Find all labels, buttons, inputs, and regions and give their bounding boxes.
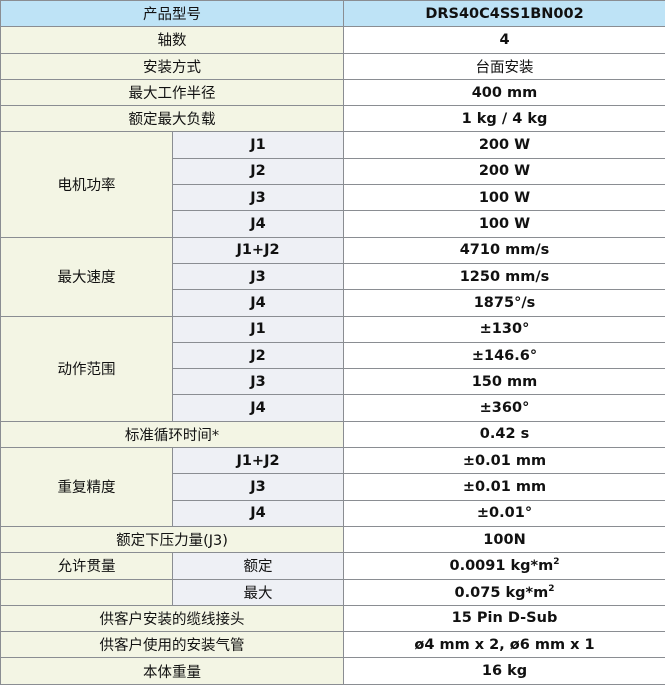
row-value: 1 kg / 4 kg bbox=[344, 106, 665, 132]
header-label: 产品型号 bbox=[1, 1, 344, 27]
row-value: 1875°/s bbox=[344, 290, 665, 316]
row-value: 16 kg bbox=[344, 658, 665, 684]
row-value: ±0.01° bbox=[344, 500, 665, 526]
row-label: 供客户安装的缆线接头 bbox=[1, 605, 344, 631]
row-value: 0.42 s bbox=[344, 421, 665, 447]
group-label: 重复精度 bbox=[1, 448, 173, 527]
axis-label: J3 bbox=[173, 185, 344, 211]
row-value: 台面安装 bbox=[344, 53, 665, 79]
row-value: 1250 mm/s bbox=[344, 263, 665, 289]
row-value: 100N bbox=[344, 526, 665, 552]
axis-label: J4 bbox=[173, 500, 344, 526]
row-value: 400 mm bbox=[344, 79, 665, 105]
axis-label: J4 bbox=[173, 395, 344, 421]
table-row: 标准循环时间*0.42 s bbox=[1, 421, 665, 447]
inertia-type-label: 最大 bbox=[173, 579, 344, 605]
axis-label: J3 bbox=[173, 263, 344, 289]
axis-label: J3 bbox=[173, 369, 344, 395]
value-text: 0.075 kg*m bbox=[455, 585, 549, 601]
inertia-type-label: 额定 bbox=[173, 553, 344, 579]
row-value: 4710 mm/s bbox=[344, 237, 665, 263]
value-text: 0.0091 kg*m bbox=[450, 558, 554, 574]
axis-label: J3 bbox=[173, 474, 344, 500]
row-value: ±146.6° bbox=[344, 342, 665, 368]
row-value: 200 W bbox=[344, 158, 665, 184]
row-label: 轴数 bbox=[1, 27, 344, 53]
row-value: 100 W bbox=[344, 211, 665, 237]
empty-label-cell bbox=[1, 579, 173, 605]
row-value: ±0.01 mm bbox=[344, 448, 665, 474]
table-row: 额定下压力量(J3)100N bbox=[1, 526, 665, 552]
value-exponent: 2 bbox=[553, 557, 559, 567]
group-label: 电机功率 bbox=[1, 132, 173, 237]
group-label: 动作范围 bbox=[1, 316, 173, 421]
row-label: 额定最大负载 bbox=[1, 106, 344, 132]
row-label: 标准循环时间* bbox=[1, 421, 344, 447]
row-label: 供客户使用的安装气管 bbox=[1, 632, 344, 658]
row-label: 额定下压力量(J3) bbox=[1, 526, 344, 552]
row-value: 0.075 kg*m2 bbox=[344, 579, 665, 605]
row-label: 本体重量 bbox=[1, 658, 344, 684]
table-row-model: 产品型号 DRS40C4SS1BN002 bbox=[1, 1, 665, 27]
row-value: 150 mm bbox=[344, 369, 665, 395]
table-row: 安装方式台面安装 bbox=[1, 53, 665, 79]
row-value: 0.0091 kg*m2 bbox=[344, 553, 665, 579]
axis-label: J4 bbox=[173, 290, 344, 316]
axis-label: J2 bbox=[173, 158, 344, 184]
axis-label: J1 bbox=[173, 132, 344, 158]
row-value: ø4 mm x 2, ø6 mm x 1 bbox=[344, 632, 665, 658]
axis-label: J4 bbox=[173, 211, 344, 237]
row-value: 100 W bbox=[344, 185, 665, 211]
axis-label: J1+J2 bbox=[173, 448, 344, 474]
value-exponent: 2 bbox=[548, 584, 554, 594]
row-value: ±0.01 mm bbox=[344, 474, 665, 500]
axis-label: J1+J2 bbox=[173, 237, 344, 263]
group-label: 最大速度 bbox=[1, 237, 173, 316]
row-value: 200 W bbox=[344, 132, 665, 158]
axis-label: J1 bbox=[173, 316, 344, 342]
group-label: 允许贯量 bbox=[1, 553, 173, 579]
row-value: ±360° bbox=[344, 395, 665, 421]
row-label: 最大工作半径 bbox=[1, 79, 344, 105]
row-value: 15 Pin D-Sub bbox=[344, 605, 665, 631]
row-label: 安装方式 bbox=[1, 53, 344, 79]
header-value: DRS40C4SS1BN002 bbox=[344, 1, 665, 27]
axis-label: J2 bbox=[173, 342, 344, 368]
row-value: 4 bbox=[344, 27, 665, 53]
row-value: ±130° bbox=[344, 316, 665, 342]
